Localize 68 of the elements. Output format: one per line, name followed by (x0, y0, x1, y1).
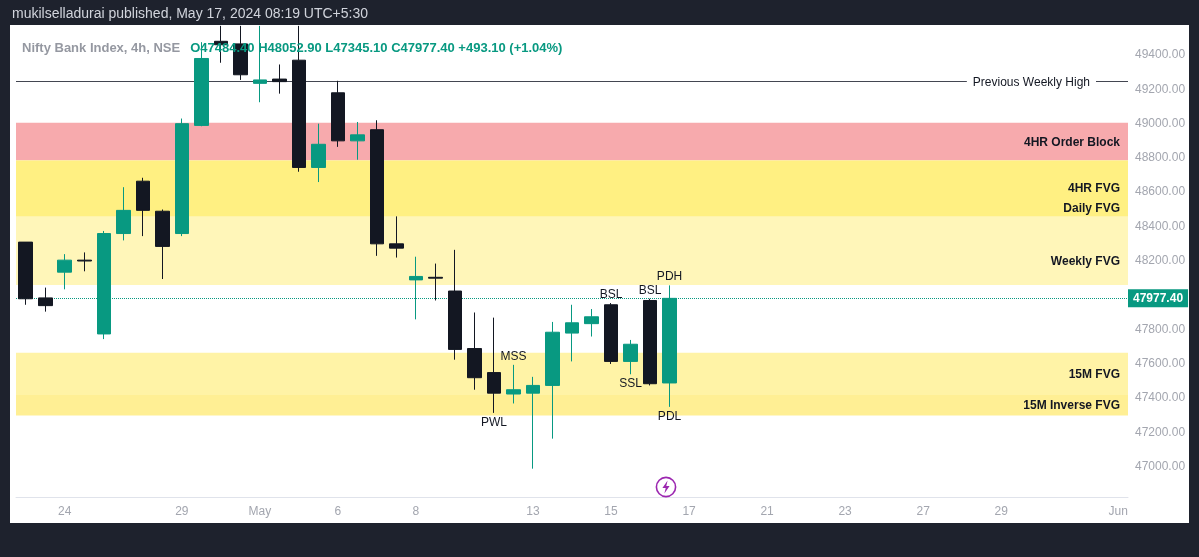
candlestick (506, 364, 521, 404)
candlestick (38, 287, 53, 313)
candlestick (116, 186, 131, 241)
x-tick-label: 8 (412, 504, 420, 518)
candlestick (57, 253, 72, 290)
candlestick (272, 63, 287, 95)
y-tick-label: 47200.00 (1135, 424, 1186, 439)
x-tick-label: 24 (58, 504, 72, 518)
candlestick (448, 249, 462, 361)
y-tick-label: 47600.00 (1135, 356, 1186, 371)
candlestick (370, 119, 384, 257)
annotation: MSS (500, 348, 527, 363)
x-tick-label: 23 (838, 504, 853, 518)
annotation: SSL (619, 376, 643, 391)
x-tick-label: 29 (994, 504, 1009, 518)
x-tick-label: 29 (175, 504, 189, 518)
candlestick (545, 321, 560, 440)
candlestick (584, 308, 599, 338)
y-tick-label: 48400.00 (1135, 218, 1186, 233)
ref-line-label: 47977.40 (1133, 291, 1184, 306)
y-tick-label: 47800.00 (1135, 321, 1186, 336)
candlestick (565, 304, 579, 362)
candlestick (311, 123, 326, 183)
candlestick (643, 298, 657, 386)
candlestick (350, 121, 365, 161)
candlestick (467, 311, 482, 391)
candlestick (428, 263, 443, 301)
y-tick-label: 49000.00 (1135, 115, 1186, 130)
candlestick (77, 251, 92, 272)
x-tick-label: Jun (1108, 504, 1128, 518)
text: mukilselladurai published, May 17, 2024 08:19 UTC+5:30 (12, 4, 369, 23)
annotation: BSL (638, 282, 662, 297)
ref-line-label: Previous Weekly High (972, 74, 1090, 89)
candlestick (136, 177, 150, 237)
x-tick-label: 6 (334, 504, 342, 518)
x-tick-label: 13 (526, 504, 540, 518)
candlestick (604, 302, 618, 365)
x-tick-label: 15 (604, 504, 619, 518)
y-tick-label: 49200.00 (1135, 81, 1186, 96)
candlestick (331, 80, 345, 148)
x-tick-label: May (248, 504, 272, 518)
x-tick-label: 27 (916, 504, 931, 518)
y-tick-label: 48800.00 (1135, 150, 1186, 165)
band-label: Daily FVG (1063, 201, 1120, 216)
y-tick-label: 48600.00 (1135, 184, 1186, 199)
candlestick (18, 241, 33, 306)
band-label: Weekly FVG (1050, 254, 1120, 268)
annotation: PDL (657, 408, 682, 423)
y-tick-label: 47400.00 (1135, 390, 1186, 405)
candlestick (155, 209, 170, 280)
y-tick-label: 48200.00 (1135, 253, 1186, 268)
candlestick (389, 215, 404, 259)
x-tick-label: 21 (760, 504, 775, 518)
candlestick (623, 339, 638, 375)
y-tick-label: 47000.00 (1135, 459, 1186, 474)
candlestick (487, 317, 501, 414)
annotation: BSL (599, 287, 623, 302)
band-label: 15M Inverse FVG (1023, 398, 1120, 413)
y-tick-label: 49400.00 (1135, 47, 1186, 62)
band-label: 4HR FVG (1067, 181, 1120, 196)
annotation: PWL (480, 414, 508, 429)
annotation: PDH (656, 269, 683, 284)
x-tick-label: 17 (682, 504, 697, 518)
band-label: 15M FVG (1068, 366, 1120, 381)
band-label: 4HR Order Block (1023, 134, 1121, 149)
candlestick (526, 376, 540, 470)
candlestick (175, 118, 189, 237)
text: Nifty Bank Index, 4h, NSE (22, 39, 181, 55)
